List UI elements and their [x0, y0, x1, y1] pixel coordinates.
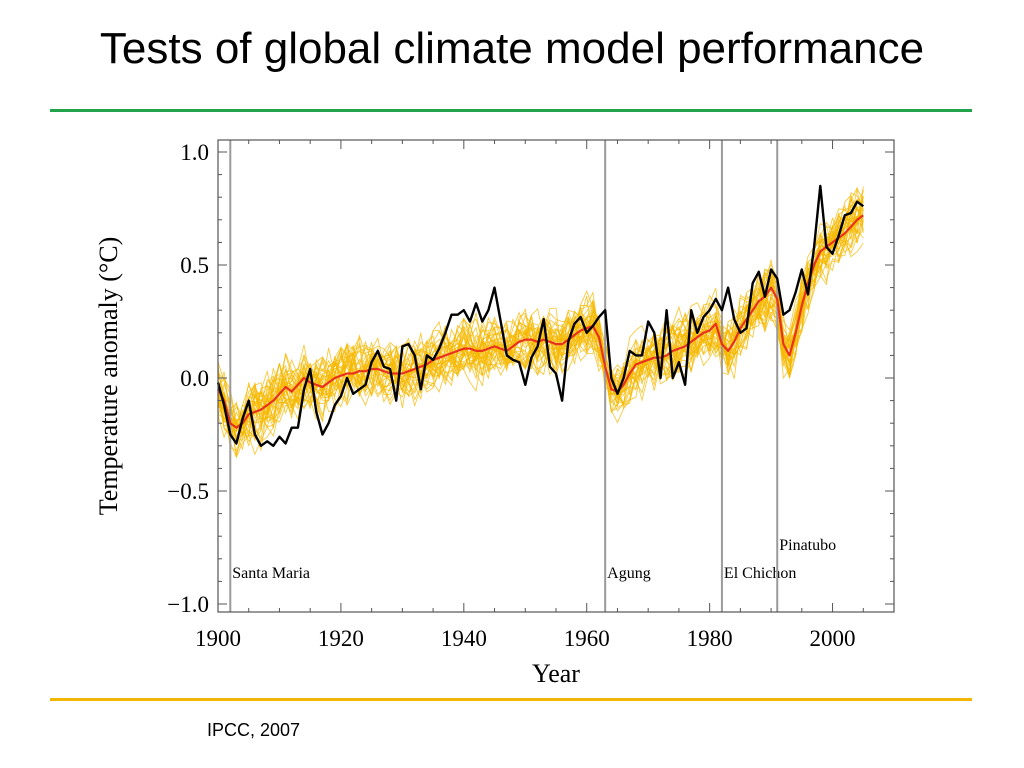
y-axis-title: Temperature anomaly (°C) [94, 237, 123, 516]
ensemble-mean-line [217, 214, 864, 429]
ensemble-member-line [217, 195, 864, 456]
citation: IPCC, 2007 [207, 720, 301, 740]
x-tick-label: 1960 [564, 626, 610, 651]
x-tick-label: 2000 [810, 626, 856, 651]
eruption-label: Pinatubo [779, 537, 836, 554]
eruption-label: Santa Maria [232, 565, 310, 582]
y-tick-label: −0.5 [167, 479, 209, 504]
title-divider [50, 109, 972, 112]
ensemble-member-line [217, 196, 864, 433]
ensemble-member-line [217, 217, 864, 447]
y-tick-label: −1.0 [167, 592, 209, 617]
axis-ticks: 1900 1920 1940 1960 1980 2000 1.0 0.5 0.0 −0.5 −1.… [167, 140, 894, 651]
x-tick-label: 1940 [441, 626, 487, 651]
model-ensemble-spread [217, 186, 864, 459]
series-lines [216, 184, 865, 447]
x-tick-label: 1920 [318, 626, 364, 651]
observed-line [216, 184, 865, 447]
y-tick-label: 1.0 [180, 140, 209, 165]
ensemble-member-line [217, 205, 864, 434]
x-tick-label: 1900 [195, 626, 241, 651]
footer-divider [50, 698, 972, 701]
eruption-label: Agung [607, 565, 651, 582]
y-tick-label: 0.0 [180, 366, 209, 391]
x-axis-title: Year [532, 659, 580, 688]
eruption-label: El Chichon [724, 565, 796, 582]
y-tick-label: 0.5 [180, 253, 209, 278]
eruption-markers: Santa Maria Agung El Chichon Pinatubo [229, 140, 836, 612]
slide-title: Tests of global climate model performanc… [99, 24, 925, 73]
x-tick-label: 1980 [687, 626, 733, 651]
